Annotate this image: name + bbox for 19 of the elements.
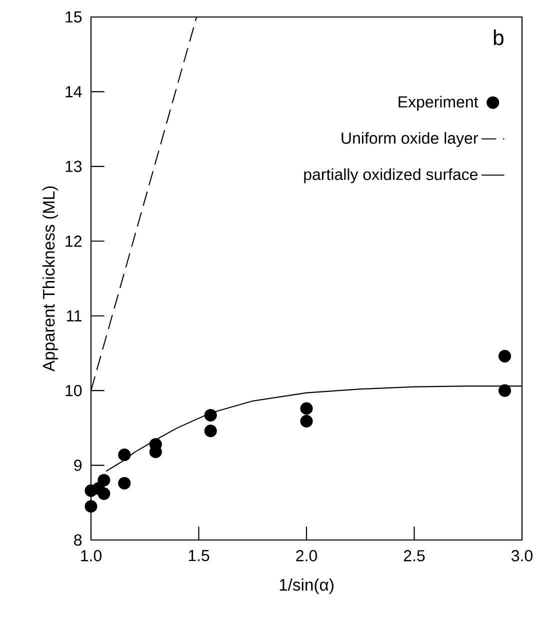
x-axis-title: 1/sin(α) [280, 578, 334, 594]
y-tick-label: 15 [66, 11, 82, 23]
x-tick-label: 1.0 [81, 550, 102, 562]
x-tick-label: 2.5 [404, 550, 425, 562]
y-tick-label: 12 [66, 236, 82, 247]
y-tick-label: 11 [66, 310, 82, 322]
y-tick-label: 10 [66, 384, 82, 396]
y-tick-label: 13 [66, 160, 82, 172]
annotation: b [494, 30, 504, 46]
y-axis-title: Apparent Thickness (ML) [42, 186, 58, 372]
x-tick-label: 1.5 [188, 550, 210, 562]
x-tick-label: 2.0 [296, 550, 318, 562]
legend-label: Experiment [398, 96, 478, 111]
y-tick-label: 8 [74, 534, 82, 546]
legend-label: Uniform oxide layer [342, 132, 478, 147]
legend-label: partially oxidized surface [304, 168, 478, 184]
y-tick-label: 14 [66, 86, 82, 98]
y-tick-label: 9 [74, 460, 82, 471]
x-tick-label: 3.0 [511, 550, 533, 562]
